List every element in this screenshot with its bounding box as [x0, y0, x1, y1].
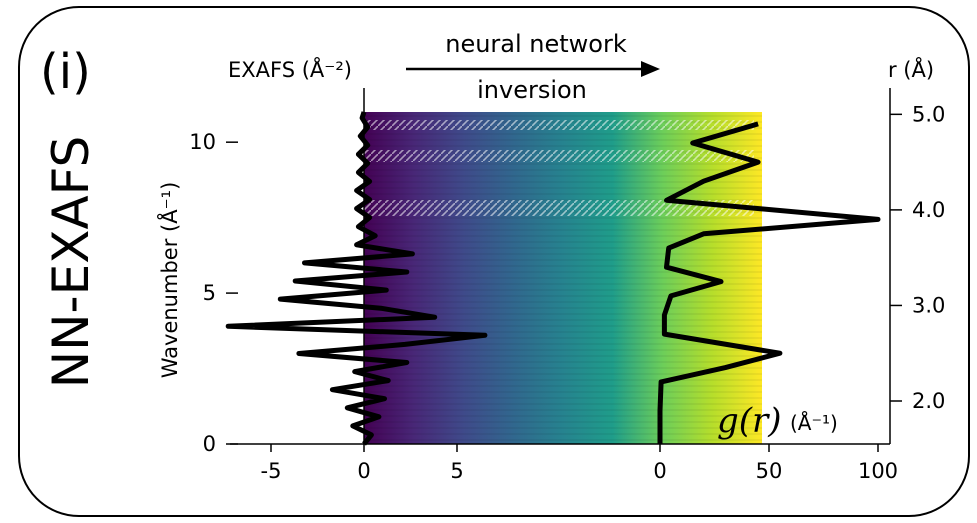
gr-axis-title-italic: g(r) [717, 401, 782, 441]
gr-axis-title-unit: (Å⁻¹) [790, 411, 838, 435]
r-tick-label: 2.0 [912, 389, 945, 413]
arrow-head [641, 61, 660, 77]
side-title: NN-EXAFS [42, 136, 100, 389]
exafs-x-tick-label: -5 [261, 459, 282, 483]
gr-x-tick-label: 50 [756, 459, 783, 483]
heatmap-stripe-band [364, 120, 754, 130]
gr-x-tick-label: 100 [858, 459, 898, 483]
wavenumber-axis-title: Wavenumber (Å⁻¹) [156, 182, 182, 379]
heatmap-stripe-band [364, 150, 754, 162]
wavenumber-tick-label: 10 [189, 130, 216, 154]
wavenumber-tick-label: 5 [203, 281, 216, 305]
heatmap-band [364, 112, 762, 444]
exafs-axis-title: EXAFS (Å⁻²) [228, 56, 352, 82]
exafs-x-tick-label: 0 [357, 459, 370, 483]
gr-curve [657, 121, 881, 444]
heatmap-gradient [364, 112, 762, 444]
wavenumber-tick-label: 0 [203, 432, 216, 456]
heatmap-stripe-band [364, 200, 754, 216]
r-tick-label: 5.0 [912, 102, 945, 126]
exafs-x-tick-label: 5 [450, 459, 463, 483]
r-axis-title: r (Å) [888, 56, 934, 82]
gr-x-tick-label: 0 [653, 459, 666, 483]
r-tick-label: 3.0 [912, 293, 945, 317]
panel-frame [18, 6, 970, 517]
exafs-curve [225, 111, 488, 446]
gr-ticks: 0 50 100 2.0 3.0 4.0 5.0 [653, 102, 945, 483]
r-tick-label: 4.0 [912, 198, 945, 222]
arrow-top-text: neural network [445, 30, 627, 58]
arrow-bottom-text: inversion [477, 76, 587, 104]
panel-label: (i) [40, 44, 91, 100]
exafs-ticks: -5 0 5 0 5 10 [189, 130, 463, 483]
